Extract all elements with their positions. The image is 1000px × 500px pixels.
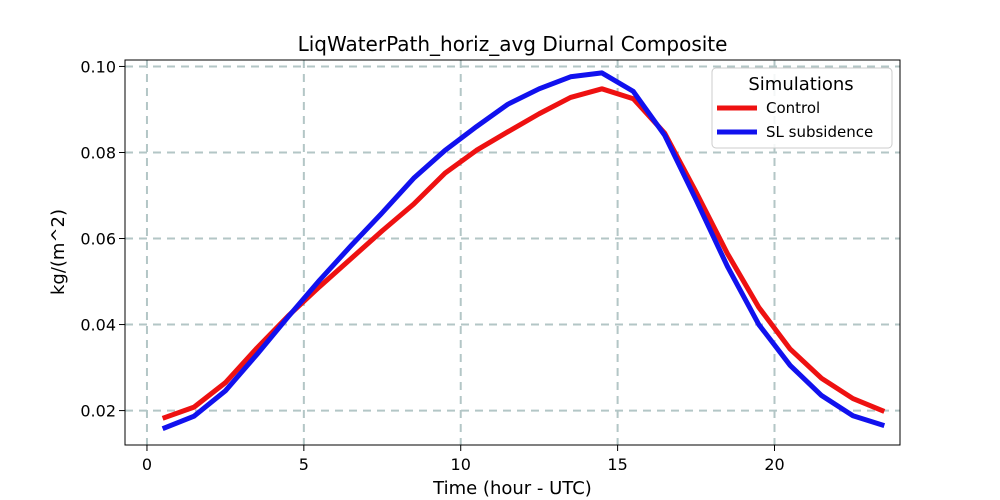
legend-box xyxy=(711,67,893,149)
y-tick-label: 0.10 xyxy=(80,57,116,76)
x-axis-label: Time (hour - UTC) xyxy=(432,478,592,499)
series-line-sl-subsidence xyxy=(161,70,886,431)
y-tick-label: 0.08 xyxy=(80,143,116,162)
legend: Simulations Control SL subsidence xyxy=(711,67,893,149)
y-tick-label: 0.02 xyxy=(80,402,116,421)
plot-frame xyxy=(124,59,901,446)
series xyxy=(161,70,886,431)
x-tick-label: 10 xyxy=(451,455,471,474)
axis-ticks: 0 5 10 15 20 0.02 0.04 0.06 0.08 0.10 xyxy=(80,57,784,474)
x-tick-label: 15 xyxy=(607,455,627,474)
legend-label-control: Control xyxy=(766,99,820,117)
y-tick-label: 0.04 xyxy=(80,316,116,335)
y-axis-label: kg/(m^2) xyxy=(48,209,69,295)
y-tick-label: 0.06 xyxy=(80,230,116,249)
legend-title: Simulations xyxy=(748,74,853,95)
legend-label-sl-subsidence: SL subsidence xyxy=(766,123,873,141)
x-tick-label: 20 xyxy=(764,455,784,474)
x-tick-label: 5 xyxy=(299,455,309,474)
chart-title: LiqWaterPath_horiz_avg Diurnal Composite xyxy=(298,32,728,56)
x-tick-label: 0 xyxy=(142,455,152,474)
